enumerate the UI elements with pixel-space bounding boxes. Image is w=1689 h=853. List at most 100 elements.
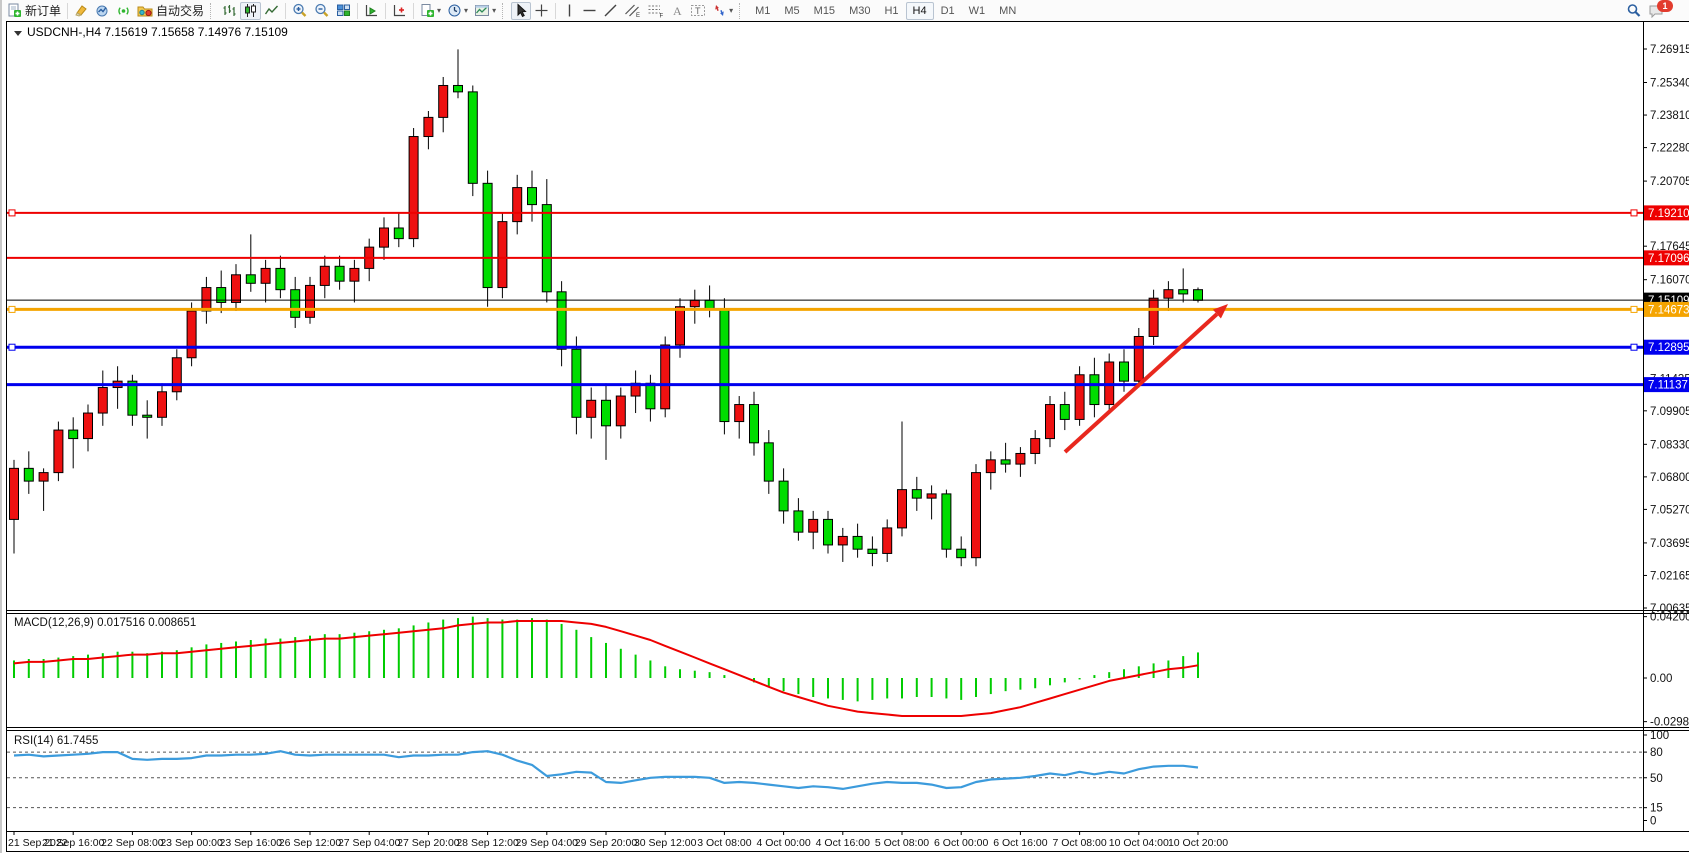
candle-up: [1074, 374, 1085, 420]
trend-arrow[interactable]: [1063, 304, 1228, 454]
svg-text:T: T: [695, 6, 701, 16]
vertical-line-button[interactable]: [559, 2, 579, 20]
chart-svg[interactable]: 7.26915 7.25340 7.23810 7.22280 7.20705 7.176…: [2, 21, 1689, 853]
svg-text:6 Oct 16:00: 6 Oct 16:00: [993, 837, 1047, 849]
indicators-button[interactable]: ▾: [417, 2, 444, 20]
candle-down: [763, 442, 774, 482]
candle-down: [142, 414, 153, 418]
cursor-button[interactable]: [511, 1, 532, 20]
tile-windows-icon: [336, 3, 351, 18]
zoom-in-icon: [292, 3, 308, 19]
macd-label: MACD(12,26,9) 0.017516 0.008651: [14, 617, 196, 629]
svg-text:3 Oct 08:00: 3 Oct 08:00: [697, 837, 751, 849]
text-label-button[interactable]: T: [687, 2, 709, 20]
hline-7.17096[interactable]: 7.17096: [7, 250, 1689, 266]
arrows-icon: [712, 3, 727, 18]
candle-down: [275, 267, 286, 291]
bar-chart-button[interactable]: [219, 2, 240, 20]
chart-shift-icon: [392, 3, 407, 18]
autotrading-icon: [137, 3, 153, 18]
candle-up: [38, 472, 49, 482]
candle-down: [852, 535, 863, 550]
timeframe-MN[interactable]: MN: [999, 4, 1017, 17]
candle-down: [941, 493, 952, 550]
chart-shift-button[interactable]: [389, 2, 410, 20]
trendline-button[interactable]: [600, 2, 621, 20]
line-chart-button[interactable]: [261, 2, 282, 20]
svg-text:7 Oct 08:00: 7 Oct 08:00: [1052, 837, 1106, 849]
periods-button[interactable]: ▾: [444, 2, 471, 20]
candle-up: [53, 429, 64, 474]
candle-down: [867, 548, 878, 554]
highlight-tool-button[interactable]: [71, 2, 92, 20]
zoom-in-button[interactable]: [289, 2, 311, 20]
timeframe-H4[interactable]: H4: [905, 1, 934, 20]
candlestick-chart-button[interactable]: [240, 1, 262, 20]
candle-down: [334, 265, 345, 282]
templates-button[interactable]: ▾: [471, 2, 499, 20]
zoom-out-button[interactable]: [311, 2, 333, 20]
horizontal-line-button[interactable]: [579, 2, 600, 20]
notification-badge: 1: [1657, 0, 1673, 12]
equidistant-channel-button[interactable]: E: [621, 2, 644, 20]
timeframe-D1[interactable]: D1: [940, 4, 955, 17]
candle-up: [423, 116, 434, 138]
timeframe-M30[interactable]: M30: [849, 4, 871, 17]
hline-7.14673[interactable]: 7.14673: [7, 301, 1689, 317]
candle-up: [512, 187, 523, 223]
svg-text:23 Sep 16:00: 23 Sep 16:00: [220, 837, 283, 849]
candle-up: [897, 489, 907, 529]
svg-text:0: 0: [1650, 816, 1656, 828]
svg-text:7.14673: 7.14673: [1648, 304, 1689, 316]
vertical-line-icon: [563, 3, 576, 18]
candle-up: [882, 527, 893, 554]
candle-down: [245, 274, 256, 284]
hline-7.19210[interactable]: 7.19210: [7, 205, 1689, 221]
chart-preview-button[interactable]: [92, 2, 113, 20]
timeframe-M15[interactable]: M15: [813, 4, 836, 17]
candle-up: [734, 404, 745, 423]
svg-text:21 Sep 16:00: 21 Sep 16:00: [42, 837, 105, 849]
autotrading-button[interactable]: 自动交易: [134, 2, 207, 20]
timeframe-M5[interactable]: M5: [784, 4, 800, 17]
hline-7.11137[interactable]: 7.11137: [7, 377, 1689, 393]
arrows-button[interactable]: ▾: [709, 2, 736, 20]
timeframe-H1[interactable]: H1: [884, 4, 899, 17]
candle-down: [216, 287, 227, 303]
svg-text:4 Oct 16:00: 4 Oct 16:00: [816, 837, 870, 849]
candle-up: [305, 284, 315, 318]
candle-down: [23, 467, 34, 482]
timeframe-W1[interactable]: W1: [968, 4, 986, 17]
cursor-icon: [514, 3, 528, 18]
candle-up: [9, 467, 19, 520]
chart-play-icon: [364, 3, 379, 18]
svg-text:27 Sep 20:00: 27 Sep 20:00: [397, 837, 460, 849]
svg-text:F: F: [660, 14, 664, 19]
svg-text:7.17645: 7.17645: [1650, 241, 1689, 253]
equidistant-channel-icon: E: [624, 3, 641, 18]
tile-windows-button[interactable]: [333, 2, 354, 20]
svg-text:7.11137: 7.11137: [1648, 380, 1688, 392]
candles: [9, 49, 1203, 567]
crosshair-button[interactable]: [531, 2, 552, 20]
symbol-dropdown-icon: [14, 31, 22, 36]
svg-text:7.26915: 7.26915: [1650, 44, 1689, 56]
chart-canvas[interactable]: 7.26915 7.25340 7.23810 7.22280 7.20705 7.176…: [2, 21, 1689, 853]
horizontal-line-icon: [582, 4, 597, 17]
text-button[interactable]: A: [667, 2, 687, 20]
auto-scroll-button[interactable]: [361, 2, 382, 20]
new-order-button[interactable]: 新订单: [4, 2, 64, 20]
candle-down: [127, 380, 138, 416]
macd-panel: 0.042001 0.00 -0.029864 MACD(12,26,9) 0.017…: [13, 612, 1689, 729]
notifications-button[interactable]: 1: [1645, 0, 1683, 20]
signals-button[interactable]: [113, 2, 134, 20]
svg-text:28 Sep 12:00: 28 Sep 12:00: [456, 837, 519, 849]
search-button[interactable]: [1623, 2, 1645, 20]
fibonacci-button[interactable]: F: [644, 2, 667, 20]
candle-up: [615, 395, 626, 427]
svg-text:6 Oct 00:00: 6 Oct 00:00: [934, 837, 988, 849]
svg-text:30 Sep 12:00: 30 Sep 12:00: [634, 837, 697, 849]
timeframe-M1[interactable]: M1: [755, 4, 771, 17]
hline-7.12895[interactable]: 7.12895: [7, 339, 1689, 355]
